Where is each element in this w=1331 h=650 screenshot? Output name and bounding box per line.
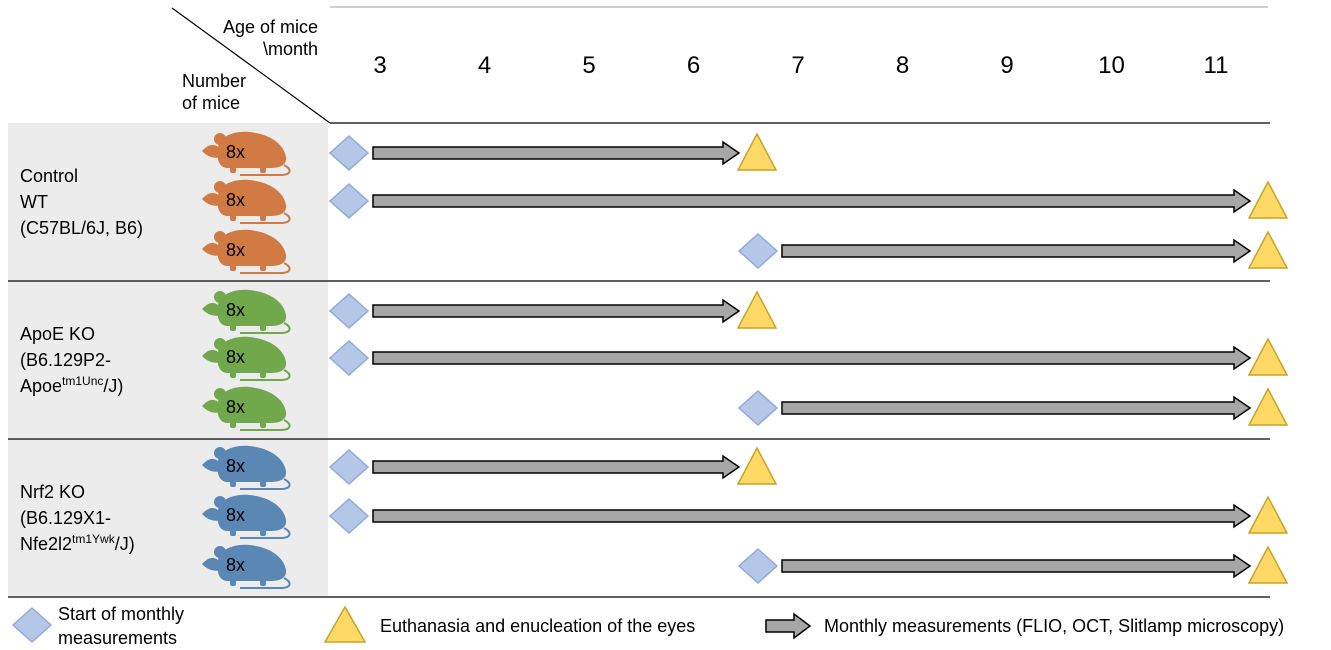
measurement-arrow [781,553,1252,579]
euthanasia-triangle-marker [1247,230,1289,269]
month-tick-label: 8 [895,52,910,79]
start-diamond-marker [328,292,370,330]
mouse-tail-icon [240,577,291,589]
start-diamond-marker [737,547,779,585]
mouse-count-label: 8x [226,555,246,575]
euthanasia-triangle-marker [736,132,778,171]
euthanasia-triangle-marker [736,446,778,485]
start-diamond-marker [328,182,370,220]
month-tick-label: 3 [373,52,387,79]
mouse-tail-icon [240,478,291,490]
month-tick-label: 10 [1098,52,1125,79]
measurement-arrow [372,140,741,166]
measurement-arrow [372,345,1252,371]
strain-suffix: /J) [114,534,135,554]
euthanasia-triangle-marker [1247,387,1289,426]
month-tick-label: 7 [791,52,805,79]
start-diamond-marker [328,497,370,535]
euthanasia-triangle-marker [736,290,778,329]
mouse-count-label: 8x [226,397,246,417]
measurement-arrow [372,503,1252,529]
start-diamond-marker [737,232,779,270]
number-label-line2: of mice [182,93,241,113]
legend-start-text: Start of monthly measurements [58,602,184,650]
measurement-arrow [372,298,741,324]
group-label-line: WT [20,192,48,212]
group-label-control: Control WT (C57BL/6J, B6) [20,163,143,241]
legend-arrow-icon [765,612,812,640]
euthanasia-triangle-marker [1247,495,1289,534]
allele-superscript: tm1Unc [62,374,104,388]
month-tick-label: 4 [477,52,492,79]
measurement-arrow [781,395,1252,421]
mouse-count-label: 8x [226,456,246,476]
group-label-line: (C57BL/6J, B6) [20,218,144,238]
mouse-count-label: 8x [226,505,246,525]
start-diamond-marker [328,448,370,486]
group-label-line: Control [20,166,79,186]
month-tick-label: 6 [686,52,701,79]
group-label-line: (B6.129P2- [20,350,112,370]
group-label-line: Nfe2l2tm1Ywk/J) [20,531,135,557]
mouse-tail-icon [240,322,291,334]
group-label-nrf2: Nrf2 KO (B6.129X1- Nfe2l2tm1Ywk/J) [20,479,135,557]
strain-name: Nfe2l2 [20,534,73,554]
legend-monthly-text: Monthly measurements (FLIO, OCT, Slitlam… [824,616,1285,636]
allele-superscript: tm1Ywk [72,532,115,546]
header-diagonal-line [171,7,331,124]
strain-name: Apoe [20,376,63,396]
number-label-line1: Number [182,71,247,91]
age-label-line2: \month [262,39,318,59]
euthanasia-triangle-marker [1247,337,1289,376]
legend-euthanasia-text: Euthanasia and enucleation of the eyes [380,616,696,636]
group-label-line: Apoetm1Unc/J) [20,373,123,399]
strain-suffix: /J) [103,376,124,396]
mouse-tail-icon [240,527,291,539]
age-axis-label: Age of mice \month [200,16,318,60]
mouse-tail-icon [240,164,291,176]
group-label-line: ApoE KO [20,324,96,344]
legend-start-line1: Start of monthly [58,604,185,624]
measurement-arrow [372,188,1252,214]
legend-triangle-icon [323,605,367,643]
mouse-tail-icon [240,419,291,431]
month-tick-label: 11 [1203,52,1229,79]
group-label-line: Nrf2 KO [20,482,86,502]
mouse-count-label: 8x [226,300,246,320]
mouse-tail-icon [240,262,291,274]
legend-diamond-icon [11,606,53,644]
month-tick-label: 5 [582,52,596,79]
mouse-count-label: 8x [226,347,246,367]
mouse-tail-icon [240,212,291,224]
mouse-tail-icon [240,369,291,381]
group-label-line: (B6.129X1- [20,508,112,528]
start-diamond-marker [737,389,779,427]
legend-start-line2: measurements [58,628,178,648]
euthanasia-triangle-marker [1247,180,1289,219]
mouse-count-label: 8x [226,190,246,210]
number-axis-label: Number of mice [182,70,246,114]
age-label-line1: Age of mice [222,17,318,37]
group-label-apoe: ApoE KO (B6.129P2- Apoetm1Unc/J) [20,321,123,399]
mouse-count-label: 8x [226,142,246,162]
start-diamond-marker [328,134,370,172]
measurement-arrow [372,454,741,480]
measurement-arrow [781,238,1252,264]
mouse-count-label: 8x [226,240,246,260]
start-diamond-marker [328,339,370,377]
month-tick-label: 9 [1000,52,1014,79]
euthanasia-triangle-marker [1247,545,1289,584]
